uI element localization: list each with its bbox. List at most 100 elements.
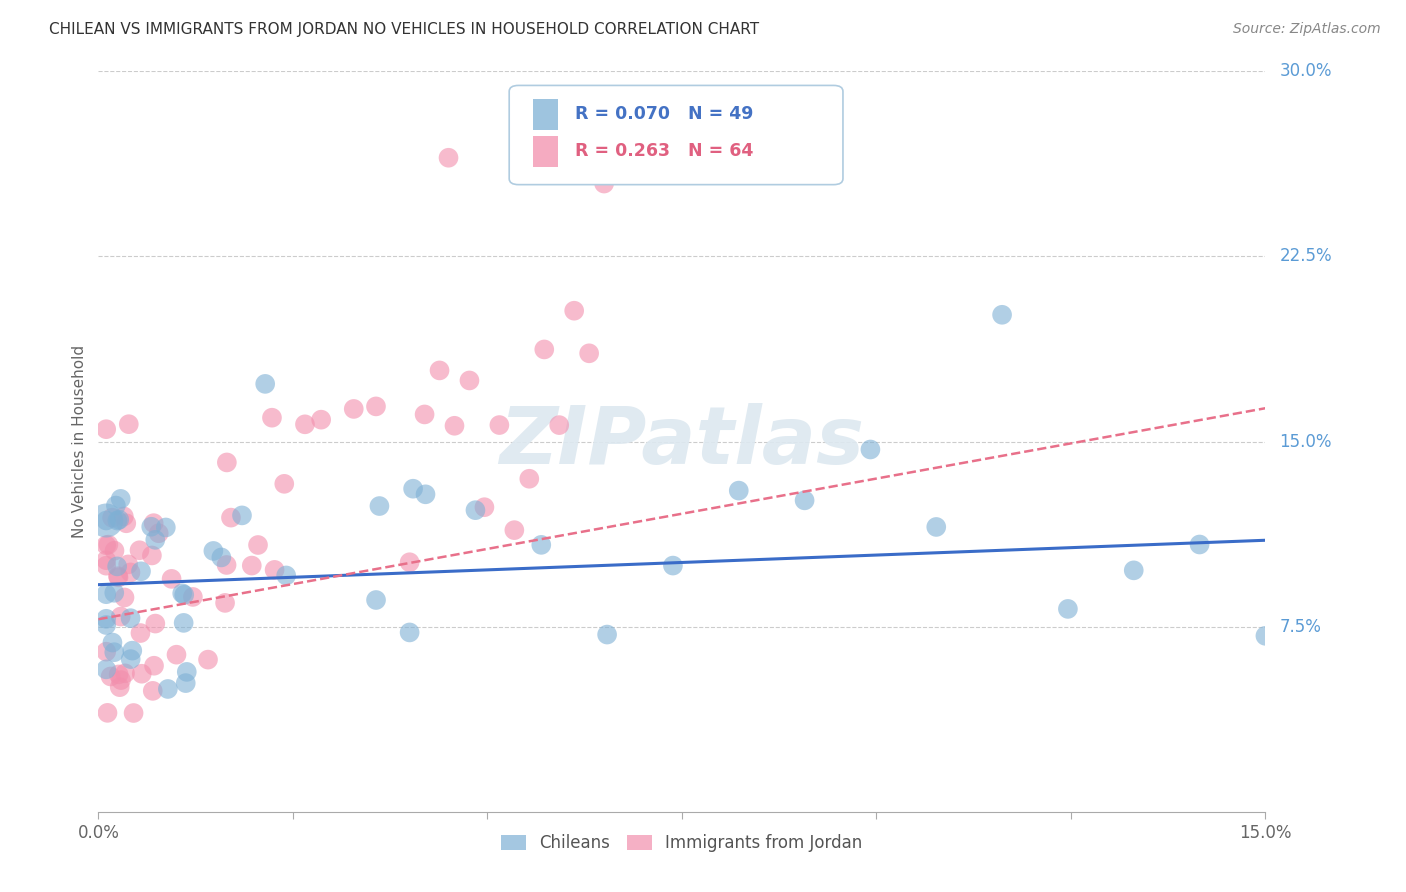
- Point: [129, 626, 152, 640]
- Point: [121, 643, 143, 657]
- Text: R = 0.263   N = 64: R = 0.263 N = 64: [575, 143, 754, 161]
- Point: [548, 418, 571, 433]
- Text: CHILEAN VS IMMIGRANTS FROM JORDAN NO VEHICLES IN HOUSEHOLD CORRELATION CHART: CHILEAN VS IMMIGRANTS FROM JORDAN NO VEH…: [49, 22, 759, 37]
- Point: [108, 680, 131, 694]
- FancyBboxPatch shape: [533, 99, 558, 130]
- Point: [101, 510, 124, 524]
- Point: [156, 681, 179, 696]
- Point: [727, 483, 749, 498]
- Point: [437, 151, 460, 165]
- Point: [991, 308, 1014, 322]
- Point: [503, 523, 526, 537]
- Point: [276, 568, 298, 582]
- Point: [120, 652, 142, 666]
- Point: [131, 666, 153, 681]
- Point: [415, 487, 437, 501]
- Point: [530, 538, 553, 552]
- Point: [273, 476, 295, 491]
- Point: [1057, 602, 1080, 616]
- Point: [110, 491, 132, 506]
- Point: [96, 587, 118, 601]
- Point: [368, 499, 391, 513]
- Point: [596, 627, 619, 641]
- Point: [120, 611, 142, 625]
- Text: ZIPatlas: ZIPatlas: [499, 402, 865, 481]
- Point: [96, 538, 118, 552]
- Point: [181, 590, 204, 604]
- Point: [464, 503, 486, 517]
- Point: [294, 417, 316, 432]
- Point: [173, 615, 195, 630]
- Point: [108, 513, 131, 527]
- Point: [443, 418, 465, 433]
- Point: [142, 516, 165, 530]
- Point: [103, 543, 125, 558]
- Point: [143, 616, 166, 631]
- Point: [148, 526, 170, 541]
- Point: [662, 558, 685, 573]
- Point: [247, 538, 270, 552]
- Point: [107, 569, 129, 583]
- Point: [859, 442, 882, 457]
- Point: [114, 666, 136, 681]
- Point: [488, 418, 510, 433]
- Point: [141, 520, 163, 534]
- Point: [364, 593, 387, 607]
- Point: [160, 572, 183, 586]
- Point: [429, 363, 451, 377]
- Point: [128, 543, 150, 558]
- Point: [517, 472, 540, 486]
- Point: [112, 509, 135, 524]
- Point: [103, 645, 125, 659]
- Legend: Chileans, Immigrants from Jordan: Chileans, Immigrants from Jordan: [495, 828, 869, 859]
- Point: [1188, 537, 1211, 551]
- Point: [96, 558, 118, 573]
- Y-axis label: No Vehicles in Household: No Vehicles in Household: [72, 345, 87, 538]
- Point: [209, 550, 232, 565]
- Point: [343, 401, 366, 416]
- Point: [118, 417, 141, 432]
- Point: [97, 538, 120, 552]
- Point: [176, 665, 198, 679]
- Point: [398, 555, 420, 569]
- Text: Source: ZipAtlas.com: Source: ZipAtlas.com: [1233, 22, 1381, 37]
- Point: [172, 586, 194, 600]
- Point: [96, 422, 118, 436]
- Point: [202, 544, 225, 558]
- Point: [214, 596, 236, 610]
- Point: [458, 374, 481, 388]
- Point: [263, 563, 285, 577]
- Point: [96, 612, 118, 626]
- Point: [578, 346, 600, 360]
- Point: [96, 514, 118, 528]
- Point: [925, 520, 948, 534]
- Point: [120, 566, 142, 580]
- Point: [105, 514, 128, 528]
- Point: [114, 591, 136, 605]
- Point: [96, 514, 118, 528]
- Point: [309, 412, 332, 426]
- Point: [101, 635, 124, 649]
- Point: [143, 658, 166, 673]
- Point: [174, 676, 197, 690]
- Point: [215, 455, 238, 469]
- Point: [402, 482, 425, 496]
- Point: [155, 520, 177, 534]
- Point: [173, 588, 195, 602]
- Point: [117, 558, 139, 572]
- Point: [793, 493, 815, 508]
- Text: 22.5%: 22.5%: [1279, 247, 1331, 266]
- Point: [96, 662, 118, 676]
- Point: [562, 303, 585, 318]
- Point: [103, 586, 125, 600]
- Point: [143, 533, 166, 547]
- Point: [593, 177, 616, 191]
- Point: [100, 669, 122, 683]
- Point: [96, 618, 118, 632]
- Point: [231, 508, 253, 523]
- Text: 15.0%: 15.0%: [1279, 433, 1331, 450]
- Point: [96, 706, 118, 720]
- Point: [142, 684, 165, 698]
- Point: [413, 408, 436, 422]
- Point: [254, 376, 277, 391]
